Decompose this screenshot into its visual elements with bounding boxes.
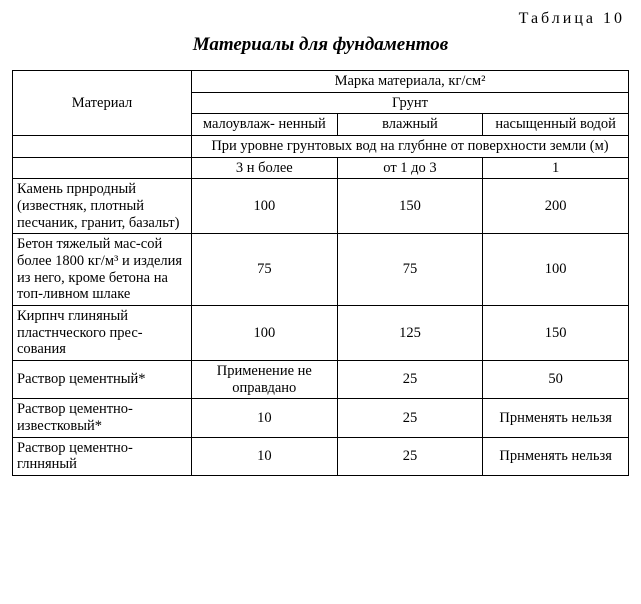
cell-value: 100 [483, 234, 629, 306]
cell-value: 100 [191, 179, 337, 234]
cell-value: 25 [337, 399, 483, 437]
cell-value: 10 [191, 399, 337, 437]
cell-value: 125 [337, 306, 483, 361]
head-col-1: малоувлаж- ненный [191, 114, 337, 136]
table-row: Кирпнч глиняный пластнческого прес-сован… [13, 306, 629, 361]
cell-material: Камень прнродный (известняк, плотный пес… [13, 179, 192, 234]
cell-value: 25 [337, 437, 483, 475]
head-material: Материал [13, 71, 192, 136]
table-row: Раствор цементно-известковый* 10 25 Прнм… [13, 399, 629, 437]
head-brand: Марка материала, кг/см² [191, 71, 628, 93]
cell-material: Раствор цементно-глнняный [13, 437, 192, 475]
cell-value: 50 [483, 361, 629, 399]
cell-value: Прнменять нельзя [483, 437, 629, 475]
cell-material: Раствор цементный* [13, 361, 192, 399]
table-row: Камень прнродный (известняк, плотный пес… [13, 179, 629, 234]
table-row: Раствор цементный* Применение не оправда… [13, 361, 629, 399]
cell-value: 150 [483, 306, 629, 361]
cell-material: Бетон тяжелый мас-сой более 1800 кг/м³ и… [13, 234, 192, 306]
table-caption: Материалы для фундаментов [12, 34, 629, 56]
cell-value: Применение не оправдано [191, 361, 337, 399]
head-col-2: влажный [337, 114, 483, 136]
head-gw-depth: При уровне грунтовых вод на глубнне от п… [191, 136, 628, 158]
cell-material: Кирпнч глиняный пластнческого прес-сован… [13, 306, 192, 361]
head-soil: Грунт [191, 92, 628, 114]
table-row: Раствор цементно-глнняный 10 25 Прнменят… [13, 437, 629, 475]
cell-value: 10 [191, 437, 337, 475]
cell-value: 75 [191, 234, 337, 306]
head-col-3: насыщенный водой [483, 114, 629, 136]
cell-value: 100 [191, 306, 337, 361]
table-row: Бетон тяжелый мас-сой более 1800 кг/м³ и… [13, 234, 629, 306]
head-sub-1: 3 н более [191, 157, 337, 179]
cell-material: Раствор цементно-известковый* [13, 399, 192, 437]
table-label-word: Таблица [519, 10, 596, 27]
cell-value: 150 [337, 179, 483, 234]
cell-value: 200 [483, 179, 629, 234]
cell-value: 75 [337, 234, 483, 306]
head-sub-2: от 1 до 3 [337, 157, 483, 179]
head-sub-3: 1 [483, 157, 629, 179]
table-body: Камень прнродный (известняк, плотный пес… [13, 179, 629, 476]
cell-value: Прнменять нельзя [483, 399, 629, 437]
table-label-num: 10 [603, 10, 625, 27]
cell-value: 25 [337, 361, 483, 399]
materials-table: Материал Марка материала, кг/см² Грунт м… [12, 70, 629, 476]
table-number: Таблица 10 [12, 10, 629, 28]
